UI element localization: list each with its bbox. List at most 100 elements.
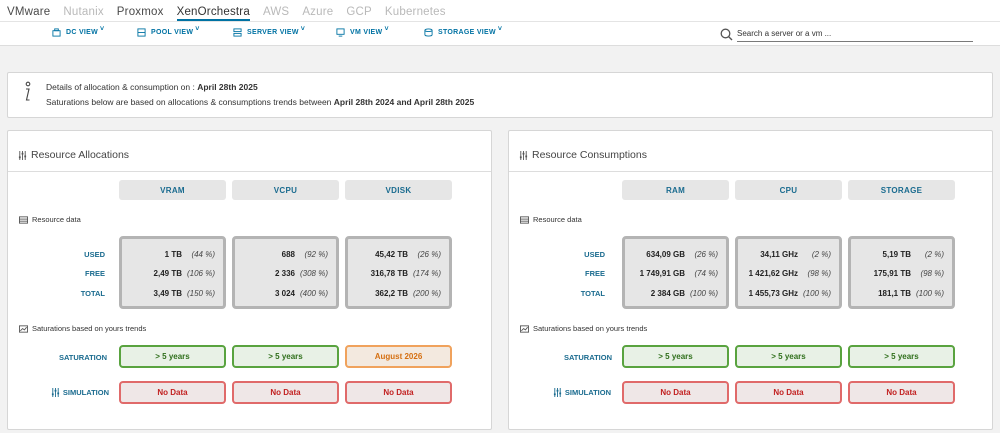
trend-chart-icon [19, 324, 28, 333]
saturations-label: Saturations based on yours trends [533, 324, 648, 333]
search-icon [720, 28, 733, 40]
datacenter-icon [52, 28, 61, 37]
pool-icon [137, 28, 146, 37]
pool-view-menu[interactable]: POOL VIEW ˅ [137, 26, 200, 37]
tab-nutanix[interactable]: Nutanix [63, 6, 104, 18]
used-label: USED [84, 250, 105, 259]
vdisk-data-box: 45,42 TB (26 %) 316,78 TB (174 %) 362,2 TB… [345, 236, 452, 309]
cpu-total-pct: (100 %) [802, 289, 831, 298]
storage-saturation: > 5 years [848, 345, 955, 368]
trend-chart-icon [520, 324, 529, 333]
column-header-vram: VRAM [119, 180, 226, 200]
search-input[interactable] [737, 26, 973, 42]
server-view-label: SERVER VIEW [247, 29, 299, 36]
vram-saturation: > 5 years [119, 345, 226, 368]
vcpu-simulation: No Data [232, 381, 339, 404]
resource-data-label: Resource data [32, 215, 81, 224]
column-header-cpu: CPU [735, 180, 842, 200]
vram-total: 3,49 TB [153, 289, 182, 298]
storage-view-menu[interactable]: STORAGE VIEW ˅ [424, 26, 502, 37]
column-header-vcpu: VCPU [232, 180, 339, 200]
platform-tabs: VMware Nutanix Proxmox XenOrchestra AWS … [0, 0, 1000, 22]
vm-view-menu[interactable]: VM VIEW ˅ [336, 26, 389, 37]
column-header-storage: STORAGE [848, 180, 955, 200]
tab-kubernetes[interactable]: Kubernetes [384, 6, 446, 18]
server-icon [233, 28, 242, 37]
chevron-down-icon: ˅ [100, 26, 105, 33]
sliders-icon [51, 388, 59, 397]
tab-vmware[interactable]: VMware [7, 6, 51, 18]
storage-view-label: STORAGE VIEW [438, 29, 496, 36]
vram-used: 1 TB [164, 250, 182, 259]
tab-azure[interactable]: Azure [302, 6, 334, 18]
saturation-label: SATURATION [58, 353, 107, 362]
table-icon [520, 215, 529, 224]
vcpu-total: 3 024 [274, 289, 295, 298]
vm-view-label: VM VIEW [350, 29, 383, 36]
ram-data-box: 634,09 GB (26 %) 1 749,91 GB (74 %) 2 384 … [622, 236, 729, 309]
info-range-line: Saturations below are based on allocatio… [46, 97, 474, 107]
info-banner: Details of allocation & consumption on :… [7, 72, 993, 118]
cpu-data-box: 34,11 GHz (2 %) 1 421,62 GHz (98 %) 1 455,… [735, 236, 842, 309]
vram-total-pct: (150 %) [186, 289, 215, 298]
total-label: TOTAL [80, 289, 105, 298]
vdisk-saturation: August 2026 [345, 345, 452, 368]
vdisk-free: 316,78 TB [370, 269, 408, 278]
ram-simulation: No Data [622, 381, 729, 404]
saturations-heading: Saturations based on yours trends [19, 324, 146, 333]
vcpu-total-pct: (400 %) [299, 289, 328, 298]
tab-gcp[interactable]: GCP [346, 6, 372, 18]
simulation-label[interactable]: SIMULATION [564, 388, 611, 397]
column-header-vdisk: VDISK [345, 180, 452, 200]
tab-aws[interactable]: AWS [262, 6, 290, 18]
resource-data-heading: Resource data [520, 215, 582, 224]
ram-used: 634,09 GB [646, 250, 685, 259]
info-date: April 28th 2025 [197, 82, 258, 92]
chevron-down-icon: ˅ [195, 26, 200, 33]
allocations-title-text: Resource Allocations [31, 149, 130, 161]
sliders-icon [18, 150, 27, 160]
info-range: April 28th 2024 and April 28th 2025 [333, 97, 475, 107]
cpu-used-pct: (2 %) [811, 250, 831, 259]
simulation-label[interactable]: SIMULATION [62, 388, 109, 397]
simulation-label-wrap: SIMULATION [51, 388, 109, 397]
vram-free: 2,49 TB [153, 269, 182, 278]
dc-view-menu[interactable]: DC VIEW ˅ [52, 26, 105, 37]
divider [509, 171, 992, 172]
pool-view-label: POOL VIEW [151, 29, 194, 36]
info-range-prefix: Saturations below are based on allocatio… [46, 97, 334, 107]
vcpu-used-pct: (92 %) [304, 250, 328, 259]
consumptions-panel: Resource Consumptions RAM CPU STORAGE Re… [508, 130, 993, 430]
vdisk-total: 362,2 TB [375, 289, 408, 298]
cpu-free: 1 421,62 GHz [748, 269, 798, 278]
cpu-total: 1 455,73 GHz [748, 289, 798, 298]
storage-used-pct: (2 %) [924, 250, 944, 259]
vcpu-data-box: 688 (92 %) 2 336 (308 %) 3 024 (400 %) [232, 236, 339, 309]
storage-data-box: 5,19 TB (2 %) 175,91 TB (98 %) 181,1 TB (10… [848, 236, 955, 309]
dc-view-label: DC VIEW [66, 29, 99, 36]
sliders-icon [519, 150, 528, 160]
vcpu-used: 688 [281, 250, 295, 259]
storage-used: 5,19 TB [882, 250, 911, 259]
server-view-menu[interactable]: SERVER VIEW ˅ [233, 26, 306, 37]
tab-proxmox[interactable]: Proxmox [116, 6, 164, 18]
saturations-heading: Saturations based on yours trends [520, 324, 647, 333]
total-label: TOTAL [580, 289, 605, 298]
view-toolbar: DC VIEW ˅ POOL VIEW ˅ SERVER VIEW ˅ VM VIEW… [0, 22, 1000, 46]
tab-xenorchestra[interactable]: XenOrchestra [176, 6, 250, 21]
free-label: FREE [84, 269, 105, 278]
search-box [720, 26, 973, 42]
storage-free: 175,91 TB [873, 269, 911, 278]
vcpu-free: 2 336 [274, 269, 295, 278]
info-date-line: Details of allocation & consumption on :… [46, 82, 258, 92]
chevron-down-icon: ˅ [300, 26, 306, 33]
ram-total-pct: (100 %) [689, 289, 718, 298]
ram-used-pct: (26 %) [694, 250, 718, 259]
resource-data-heading: Resource data [19, 215, 81, 224]
used-label: USED [584, 250, 605, 259]
vdisk-free-pct: (174 %) [412, 269, 441, 278]
vram-simulation: No Data [119, 381, 226, 404]
sliders-icon [553, 388, 561, 397]
column-header-ram: RAM [622, 180, 729, 200]
vram-free-pct: (106 %) [186, 269, 215, 278]
